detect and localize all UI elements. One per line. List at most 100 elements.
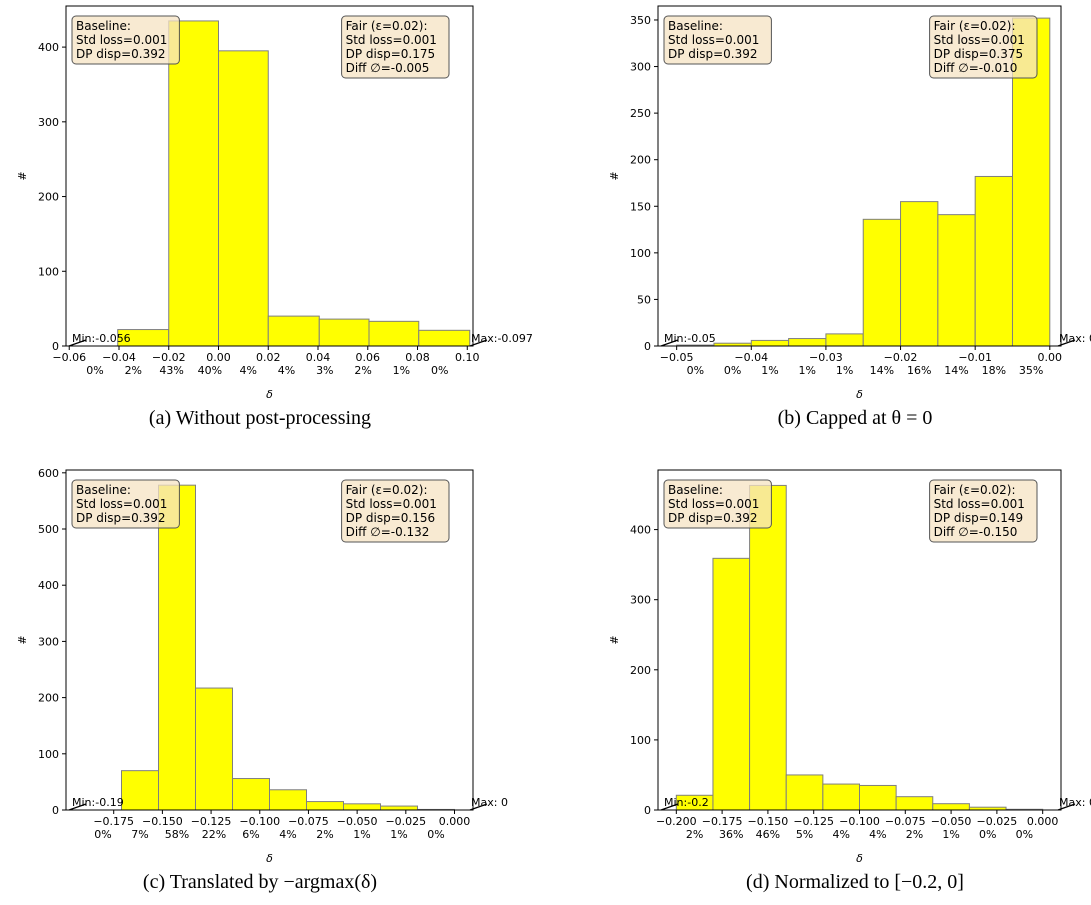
x-tick-label: −0.075 xyxy=(288,815,329,828)
bin-percent-label: 4% xyxy=(832,828,849,841)
x-axis-label: δ xyxy=(266,852,273,865)
fair-line: Diff ∅=-0.010 xyxy=(934,61,1018,75)
baseline-line: Std loss=0.001 xyxy=(668,497,759,511)
histogram-bar xyxy=(974,175,1013,347)
max-arrow xyxy=(1057,339,1076,347)
y-tick-label: 300 xyxy=(630,594,651,607)
fair-box xyxy=(929,479,1038,543)
histogram-bar xyxy=(218,50,269,347)
bin-percent-label: 22% xyxy=(202,828,226,841)
bin-percent-label: 14% xyxy=(870,364,894,377)
max-annotation: Max: 0 xyxy=(1059,796,1091,809)
caption-c: (c) Translated by −argmax(δ) xyxy=(143,871,377,894)
y-tick-label: 50 xyxy=(637,293,651,306)
max-arrow xyxy=(469,339,488,347)
x-tick-label: −0.04 xyxy=(734,351,768,364)
bin-percent-label: 3% xyxy=(316,364,333,377)
x-tick-label: −0.050 xyxy=(337,815,378,828)
bin-percent-label: 1% xyxy=(942,828,959,841)
baseline-line: Std loss=0.001 xyxy=(668,33,759,47)
min-annotation: Min:-0.056 xyxy=(72,332,131,345)
x-tick-label: −0.06 xyxy=(52,351,86,364)
bin-percent-label: 5% xyxy=(796,828,813,841)
y-axis-label: # xyxy=(608,171,621,180)
fair-box xyxy=(341,15,450,79)
x-tick-label: −0.04 xyxy=(102,351,136,364)
baseline-line: Baseline: xyxy=(668,19,723,33)
y-tick-label: 100 xyxy=(38,265,59,278)
max-arrow xyxy=(469,803,488,811)
x-tick-label: −0.100 xyxy=(239,815,280,828)
bin-percent-label: 2% xyxy=(906,828,923,841)
axes-frame xyxy=(65,469,474,811)
min-arrow xyxy=(660,339,679,347)
min-annotation: Min:-0.05 xyxy=(664,332,716,345)
histogram-bar xyxy=(785,774,824,811)
min-arrow xyxy=(660,803,679,811)
min-annotation: Min:-0.2 xyxy=(664,796,709,809)
y-tick-label: 300 xyxy=(630,61,651,74)
x-tick-label: −0.200 xyxy=(656,815,697,828)
histogram-bar xyxy=(195,687,233,811)
x-axis-label: δ xyxy=(856,388,863,401)
histogram-bar xyxy=(859,784,897,811)
bin-percent-label: 2% xyxy=(316,828,333,841)
bin-percent-label: 58% xyxy=(165,828,189,841)
y-tick-label: 200 xyxy=(630,154,651,167)
y-tick-label: 300 xyxy=(38,635,59,648)
max-arrow xyxy=(1057,803,1076,811)
histogram-panel-c: −0.175 −0.150 −0.125 −0.100 −0.075 −0.050 −0.0… xyxy=(16,467,508,865)
histogram-bar xyxy=(343,803,381,811)
histogram-bar xyxy=(121,770,159,811)
x-tick-label: −0.100 xyxy=(839,815,880,828)
histogram-bar xyxy=(900,201,939,347)
caption-a-text: Without post-processing xyxy=(175,407,372,429)
bin-percent-label: 4% xyxy=(279,828,296,841)
bin-percent-label: 16% xyxy=(907,364,931,377)
bin-percent-label: 1% xyxy=(836,364,853,377)
x-tick-label: −0.125 xyxy=(793,815,834,828)
bin-percent-label: 0% xyxy=(1016,828,1033,841)
caption-d-label: (d) xyxy=(746,871,770,893)
fair-line: Std loss=0.001 xyxy=(934,33,1025,47)
baseline-line: DP disp=0.392 xyxy=(76,47,166,61)
x-axis-label: δ xyxy=(266,388,273,401)
x-tick-label: −0.02 xyxy=(152,351,186,364)
y-tick-label: 0 xyxy=(52,340,59,353)
histogram-bar xyxy=(825,333,864,347)
histogram-bar xyxy=(788,338,827,347)
x-tick-label: −0.050 xyxy=(931,815,972,828)
y-tick-label: 600 xyxy=(38,467,59,480)
bin-percent-label: 4% xyxy=(869,828,886,841)
y-tick-label: 200 xyxy=(38,692,59,705)
bin-percent-label: 2% xyxy=(125,364,142,377)
bin-percent-label: 4% xyxy=(278,364,295,377)
y-tick-label: 250 xyxy=(630,107,651,120)
baseline-box xyxy=(71,15,180,65)
axes-frame xyxy=(657,5,1062,347)
bin-percent-label: 0% xyxy=(724,364,741,377)
fair-line: Std loss=0.001 xyxy=(934,497,1025,511)
x-tick-label: 0.04 xyxy=(306,351,331,364)
x-axis-label: δ xyxy=(856,852,863,865)
baseline-line: Baseline: xyxy=(668,483,723,497)
fair-line: Fair (ε=0.02): xyxy=(346,483,428,497)
min-arrow xyxy=(68,339,87,347)
histogram-bar xyxy=(267,315,320,347)
x-tick-label: −0.150 xyxy=(142,815,183,828)
x-tick-label: 0.00 xyxy=(1038,351,1063,364)
y-tick-label: 400 xyxy=(630,524,651,537)
bin-percent-label: 43% xyxy=(159,364,183,377)
bin-percent-label: 1% xyxy=(353,828,370,841)
bin-percent-label: 14% xyxy=(944,364,968,377)
bin-percent-label: 4% xyxy=(239,364,256,377)
baseline-box xyxy=(663,479,772,529)
caption-b-text: Capped at θ = 0 xyxy=(805,407,933,429)
histogram-bar xyxy=(937,214,976,347)
baseline-box xyxy=(663,15,772,65)
x-tick-label: 0.02 xyxy=(256,351,281,364)
x-tick-label: −0.025 xyxy=(385,815,426,828)
fair-line: DP disp=0.375 xyxy=(934,47,1024,61)
baseline-line: DP disp=0.392 xyxy=(668,511,758,525)
y-axis-label: # xyxy=(608,635,621,644)
